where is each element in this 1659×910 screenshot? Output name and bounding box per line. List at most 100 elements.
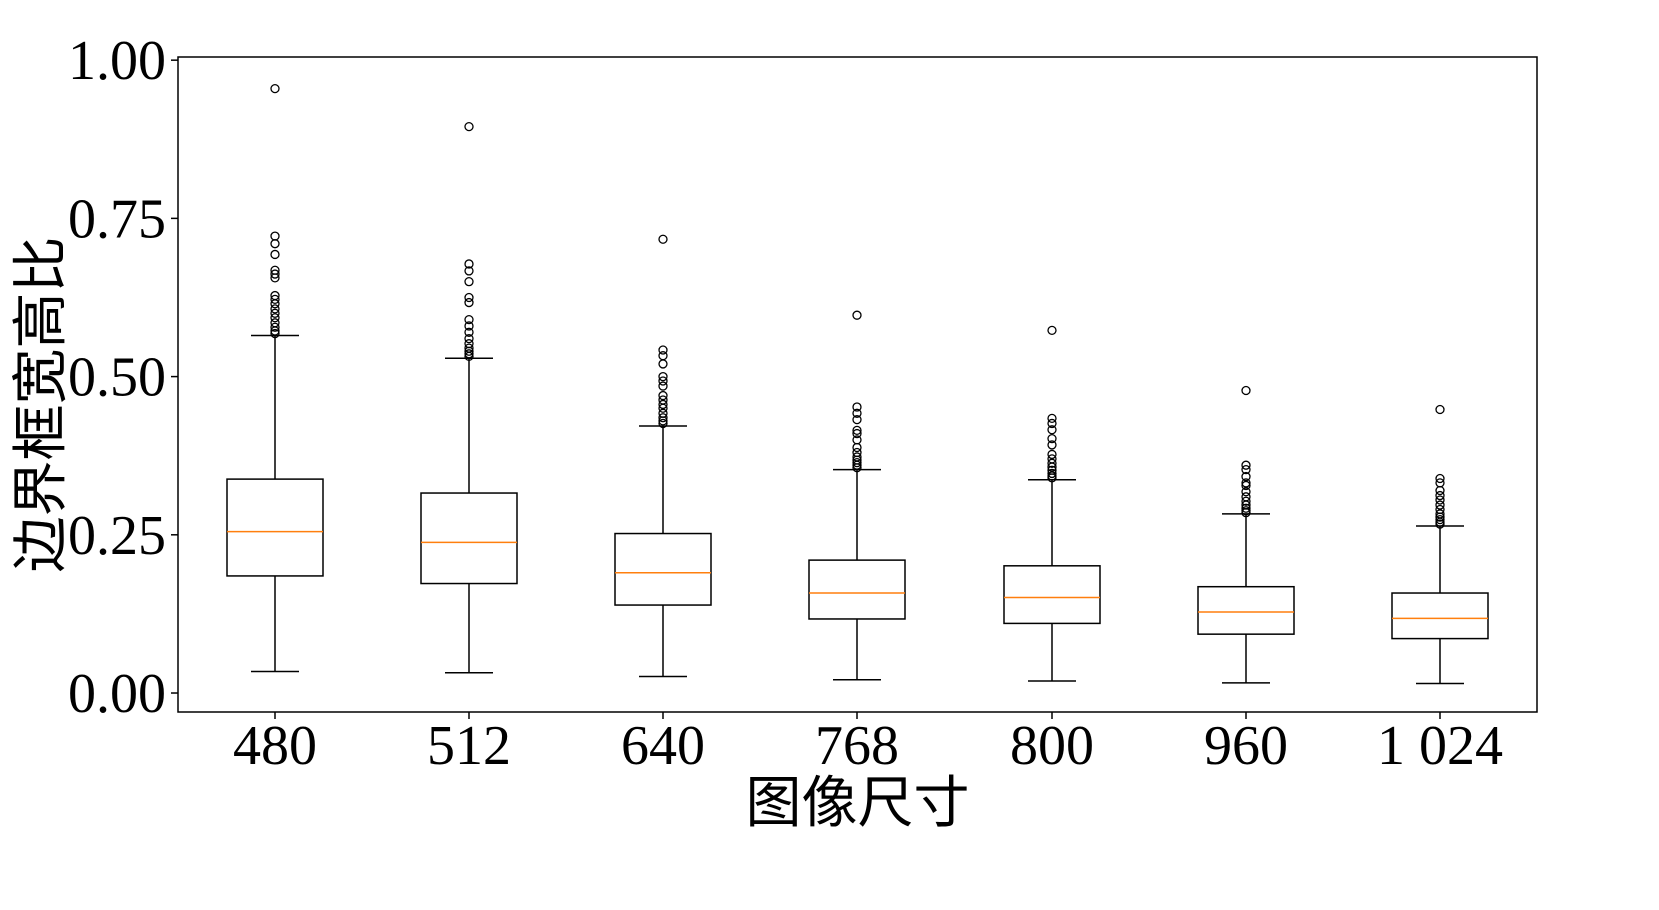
outlier-point [852, 402, 862, 412]
outlier-point [658, 395, 668, 405]
outlier-point [1047, 454, 1057, 464]
outlier-point [270, 313, 280, 323]
x-tick-label: 640 [621, 715, 705, 777]
outlier-point [658, 345, 668, 355]
iqr-box [1003, 565, 1101, 625]
outlier-point [464, 349, 474, 359]
outlier-point [1241, 464, 1251, 475]
outlier-point [464, 339, 474, 349]
outlier-point [658, 390, 668, 401]
outlier-point [1435, 404, 1445, 415]
x-tick-label: 480 [233, 715, 317, 777]
y-axis-title: 边界框宽高比 [9, 237, 74, 573]
box-1 [226, 83, 324, 673]
x-tick-label: 800 [1010, 715, 1094, 777]
outlier-point [464, 266, 474, 276]
outlier-point [1047, 413, 1057, 424]
outlier-point [852, 458, 862, 468]
box-2 [420, 121, 518, 674]
outlier-point [1241, 471, 1251, 482]
x-tick-label: 768 [815, 715, 899, 777]
outlier-point [464, 277, 474, 287]
outlier-point [1435, 504, 1445, 515]
outlier-point [270, 294, 280, 305]
plot-frame [177, 56, 1538, 713]
x-axis-ticks: 480 512 640 768 800 960 1 024 [233, 712, 1503, 777]
outlier-point [1047, 468, 1057, 479]
outlier-point [658, 371, 668, 382]
outlier-point [658, 381, 668, 391]
outlier-point [1047, 471, 1057, 481]
box-6 [1197, 385, 1295, 684]
outlier-point [658, 351, 668, 361]
outlier-point [852, 447, 862, 458]
y-tick-label: 0.50 [68, 347, 166, 409]
outlier-point [1241, 487, 1251, 497]
outlier-point [1435, 495, 1445, 505]
outlier-point [1435, 473, 1445, 484]
outlier-point [852, 408, 862, 418]
x-tick-label: 960 [1204, 715, 1288, 777]
outlier-point [852, 428, 862, 439]
outlier-point [1047, 458, 1057, 468]
outlier-point [1047, 465, 1057, 475]
outlier-point [270, 308, 280, 318]
outlier-point [852, 452, 862, 462]
outlier-point [1241, 478, 1251, 488]
box-7 [1391, 404, 1489, 685]
x-axis-title: 图像尺寸 [746, 771, 970, 836]
outlier-point [464, 259, 474, 269]
outlier-point [270, 318, 280, 328]
y-tick-label: 1.00 [68, 30, 166, 92]
outlier-point [270, 265, 280, 275]
y-tick-label: 0.75 [68, 188, 166, 250]
box-5 [1003, 325, 1101, 682]
outlier-point [658, 376, 668, 386]
outlier-point [464, 121, 474, 132]
outlier-point [852, 435, 862, 445]
y-axis-ticks: 0.00 0.25 0.50 0.75 1.00 [68, 30, 178, 725]
outlier-point [852, 414, 862, 425]
outlier-point [852, 425, 862, 436]
outlier-point [1047, 433, 1057, 444]
outlier-point [658, 408, 668, 418]
outlier-point [464, 321, 474, 331]
outlier-point [658, 418, 668, 429]
iqr-box [1197, 585, 1295, 635]
outlier-point [464, 314, 474, 325]
y-tick-label: 0.25 [68, 505, 166, 567]
box-series [226, 83, 1489, 685]
outlier-point [270, 290, 280, 301]
outlier-point [464, 333, 474, 344]
outlier-point [464, 297, 474, 308]
outlier-point [1047, 418, 1057, 429]
outlier-point [1241, 480, 1251, 491]
outlier-point [464, 327, 474, 337]
outlier-point [270, 249, 280, 260]
outlier-point [270, 83, 280, 94]
iqr-box [614, 532, 712, 606]
outlier-point [270, 269, 280, 279]
outlier-point [1241, 496, 1251, 506]
outlier-point [1241, 506, 1251, 516]
outlier-point [1241, 492, 1251, 502]
box-3 [614, 234, 712, 678]
outlier-point [1241, 503, 1251, 513]
outlier-point [464, 343, 474, 353]
x-tick-label: 1 024 [1377, 715, 1503, 777]
outlier-point [658, 399, 668, 410]
outlier-point [1047, 449, 1057, 460]
iqr-box [808, 559, 906, 620]
outlier-point [852, 310, 862, 320]
outlier-point [464, 292, 474, 303]
outlier-point [270, 231, 280, 241]
outlier-point [270, 328, 280, 339]
outlier-point [1435, 509, 1445, 519]
outlier-point [1241, 385, 1251, 396]
outlier-point [1241, 460, 1251, 470]
outlier-point [1435, 514, 1445, 525]
outlier-point [1435, 500, 1445, 510]
outlier-point [270, 304, 280, 314]
